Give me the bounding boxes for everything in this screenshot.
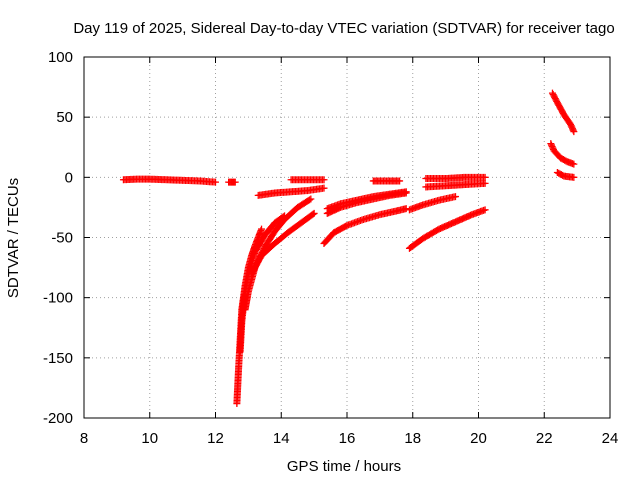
data-point: [569, 126, 577, 134]
series-arc-6: [248, 209, 318, 278]
series-arc-13: [405, 206, 489, 252]
series-arc-7: [254, 184, 328, 199]
series-arc-2: [225, 178, 239, 186]
x-axis-label: GPS time / hours: [287, 458, 401, 475]
series-arc-11: [323, 189, 410, 217]
x-tick-label: 20: [470, 430, 487, 447]
y-tick-label: -150: [43, 350, 73, 367]
data-point: [396, 177, 404, 185]
x-tick-label: 10: [141, 430, 158, 447]
data-point: [320, 176, 328, 184]
data-point: [402, 189, 410, 197]
data-point: [570, 160, 578, 168]
series-arc-12: [369, 177, 404, 185]
data-point: [306, 196, 314, 204]
series-arc-8: [287, 176, 328, 184]
grid: [84, 57, 610, 418]
data-point: [309, 210, 317, 218]
series-arc-19: [553, 169, 578, 181]
series-arc-17: [548, 89, 578, 136]
data-point: [451, 193, 459, 201]
data-point: [481, 173, 489, 181]
data-point: [212, 178, 219, 186]
series-arc-1: [119, 175, 219, 186]
y-tick-label: -50: [51, 230, 73, 247]
y-axis-label: SDTVAR / TECUs: [5, 178, 22, 298]
data-point: [402, 205, 410, 213]
y-tick-label: 0: [65, 169, 73, 186]
x-tick-label: 22: [536, 430, 553, 447]
series-arc-9: [320, 205, 410, 248]
series-arc-14: [405, 193, 459, 214]
x-tick-label: 24: [602, 430, 619, 447]
data-marks: [119, 89, 578, 408]
x-tick-label: 18: [404, 430, 421, 447]
y-tick-label: 100: [48, 49, 73, 66]
series-arc-18: [547, 140, 578, 168]
chart-title: Day 119 of 2025, Sidereal Day-to-day VTE…: [73, 20, 614, 37]
data-point: [307, 195, 315, 203]
x-tick-label: 16: [339, 430, 356, 447]
data-point: [481, 206, 489, 214]
data-point: [320, 184, 328, 192]
data-point: [570, 128, 578, 136]
data-point: [258, 225, 266, 233]
axis-ticks: [83, 56, 611, 419]
data-point: [481, 179, 489, 187]
series-arc-15: [422, 179, 489, 191]
data-point: [231, 178, 239, 186]
data-point: [310, 209, 318, 217]
y-tick-label: -100: [43, 290, 73, 307]
series-arc-16: [422, 173, 489, 183]
x-tick-label: 12: [207, 430, 224, 447]
x-tick-label: 14: [273, 430, 290, 447]
series-arc-4: [236, 212, 289, 356]
x-tick-label: 8: [80, 430, 88, 447]
data-point: [570, 173, 578, 181]
y-tick-label: 50: [56, 109, 73, 126]
y-tick-label: -200: [43, 410, 73, 427]
tick-labels: 8 10 12 14 16 18 20 22 24 -200 -150 -100 -50 0 50 100: [43, 49, 618, 447]
